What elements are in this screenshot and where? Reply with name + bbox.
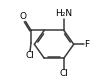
Text: H₂N: H₂N	[55, 9, 72, 18]
Text: Cl: Cl	[26, 51, 34, 60]
Text: O: O	[20, 12, 27, 21]
Text: F: F	[84, 40, 89, 49]
Text: Cl: Cl	[59, 69, 68, 78]
